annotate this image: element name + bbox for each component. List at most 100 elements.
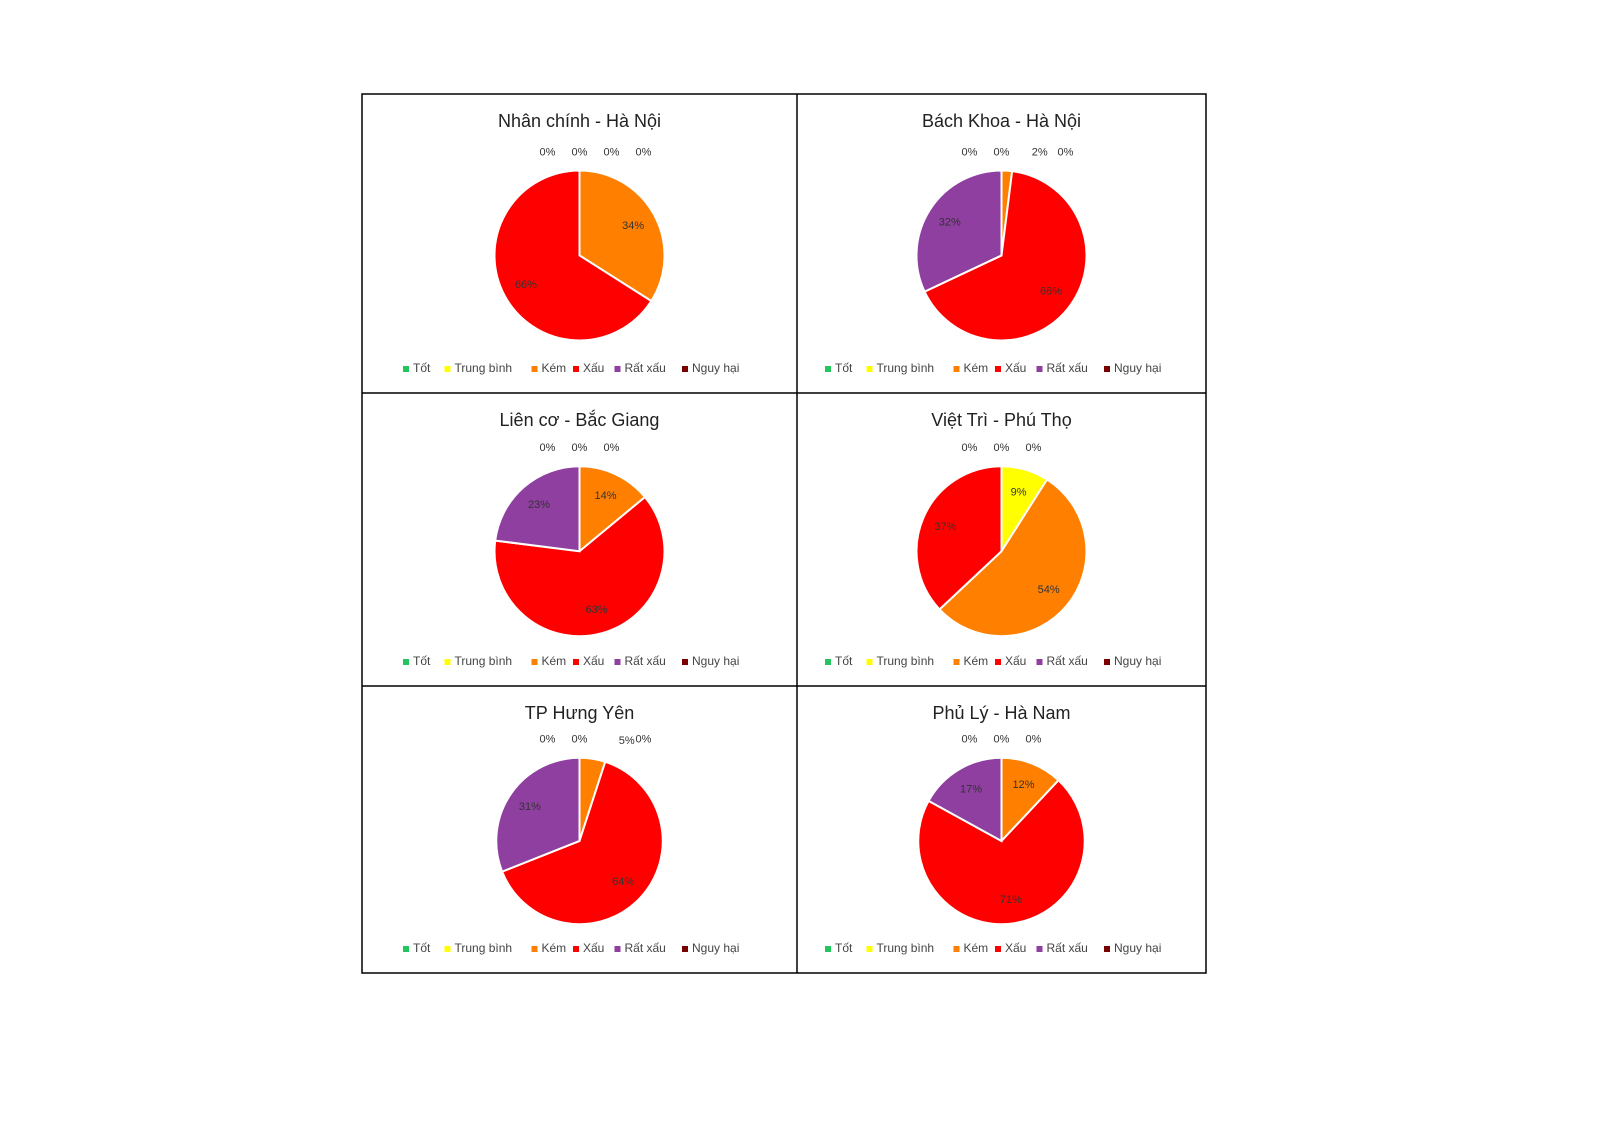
data-label: 0% (1026, 734, 1042, 746)
data-label: 0% (572, 442, 588, 454)
pie-slice (1000, 756, 1060, 844)
legend-swatch (825, 946, 831, 952)
legend-swatch (995, 659, 1001, 665)
legend-swatch (682, 366, 688, 372)
legend-swatch (1104, 366, 1110, 372)
legend-label: Kém (542, 361, 567, 375)
legend-swatch (444, 659, 451, 665)
legend-label: Nguy hại (692, 941, 739, 955)
legend-swatch (1036, 946, 1043, 952)
data-label: 34% (622, 220, 644, 232)
data-label: 0% (1026, 442, 1042, 454)
legend-label: Tốt (413, 361, 431, 375)
legend-swatch (953, 946, 960, 952)
data-label: 5% (619, 735, 635, 747)
legend-label: Kém (964, 654, 989, 668)
legend-label: Rất xấu (625, 941, 666, 955)
legend-label: Trung bình (877, 654, 935, 668)
legend-label: Rất xấu (625, 361, 666, 375)
pie-slice (915, 169, 1003, 293)
legend-swatch (866, 659, 873, 665)
legend-swatch (1036, 366, 1043, 372)
legend-label: Nguy hại (1114, 361, 1161, 375)
legend-label: Rất xấu (1047, 361, 1088, 375)
legend-label: Trung bình (877, 361, 935, 375)
legend-label: Tốt (413, 941, 431, 955)
data-label: 0% (994, 734, 1010, 746)
legend-swatch (531, 946, 538, 952)
legend-label: Nguy hại (1114, 941, 1161, 955)
legend-label: Xấu (1005, 654, 1026, 668)
chart-title: Liên cơ - Bắc Giang (500, 409, 660, 430)
data-label: 0% (540, 734, 556, 746)
legend-label: Xấu (1005, 361, 1026, 375)
legend-label: Nguy hại (1114, 654, 1161, 668)
legend-label: Trung bình (455, 654, 513, 668)
legend-swatch (953, 659, 960, 665)
legend-swatch (403, 659, 409, 665)
data-label: 0% (572, 734, 588, 746)
legend-label: Rất xấu (625, 654, 666, 668)
legend-swatch (866, 366, 873, 372)
legend-swatch (1104, 659, 1110, 665)
legend-swatch (682, 659, 688, 665)
data-label: 9% (1011, 486, 1027, 498)
data-label: 66% (1040, 285, 1062, 297)
frame (361, 93, 1207, 974)
legend-label: Rất xấu (1047, 654, 1088, 668)
data-label: 0% (604, 146, 620, 158)
pie-slice (493, 169, 653, 342)
data-label: 12% (1013, 779, 1035, 791)
data-label: 0% (540, 442, 556, 454)
chart-title: Bách Khoa - Hà Nội (922, 111, 1081, 131)
legend-swatch (573, 659, 579, 665)
data-label: 64% (612, 876, 634, 888)
pie-slice (938, 478, 1088, 638)
pie-slice (494, 465, 581, 553)
pie-slice (923, 170, 1088, 342)
pie-slice (917, 778, 1086, 926)
legend-swatch (995, 366, 1001, 372)
legend-swatch (1036, 659, 1043, 665)
data-label: 14% (595, 490, 617, 502)
data-label: 0% (540, 146, 556, 158)
data-label: 23% (528, 499, 550, 511)
legend-swatch (573, 366, 579, 372)
chart-title: Nhân chính - Hà Nội (498, 111, 661, 131)
legend-swatch (403, 946, 409, 952)
legend-label: Kém (542, 941, 567, 955)
data-label: 0% (994, 146, 1010, 158)
chart-title: Việt Trì - Phú Thọ (931, 410, 1071, 430)
legend-label: Tốt (413, 654, 431, 668)
data-label: 0% (636, 734, 652, 746)
pie-slice (495, 756, 581, 873)
legend-swatch (682, 946, 688, 952)
data-label: 66% (515, 279, 537, 291)
pie-slice (500, 760, 664, 926)
pie-slice (915, 465, 1003, 611)
legend-label: Tốt (835, 361, 853, 375)
legend-label: Xấu (1005, 941, 1026, 955)
legend-swatch (444, 946, 451, 952)
legend-swatch (531, 659, 538, 665)
legend-label: Trung bình (455, 361, 513, 375)
pie-slice (493, 495, 666, 638)
data-label: 2% (1032, 147, 1048, 159)
legend-label: Kém (542, 654, 567, 668)
legend-swatch (444, 366, 451, 372)
legend-label: Trung bình (877, 941, 935, 955)
data-label: 17% (960, 783, 982, 795)
data-label: 0% (604, 442, 620, 454)
legend-swatch (995, 946, 1001, 952)
legend-swatch (614, 366, 621, 372)
legend-label: Xấu (583, 654, 604, 668)
chart-title: TP Hưng Yên (525, 703, 634, 723)
pie-slice (578, 465, 647, 554)
data-label: 0% (636, 146, 652, 158)
legend-swatch (403, 366, 409, 372)
legend-swatch (614, 659, 621, 665)
legend-label: Xấu (583, 361, 604, 375)
pie-slice (927, 756, 1003, 843)
